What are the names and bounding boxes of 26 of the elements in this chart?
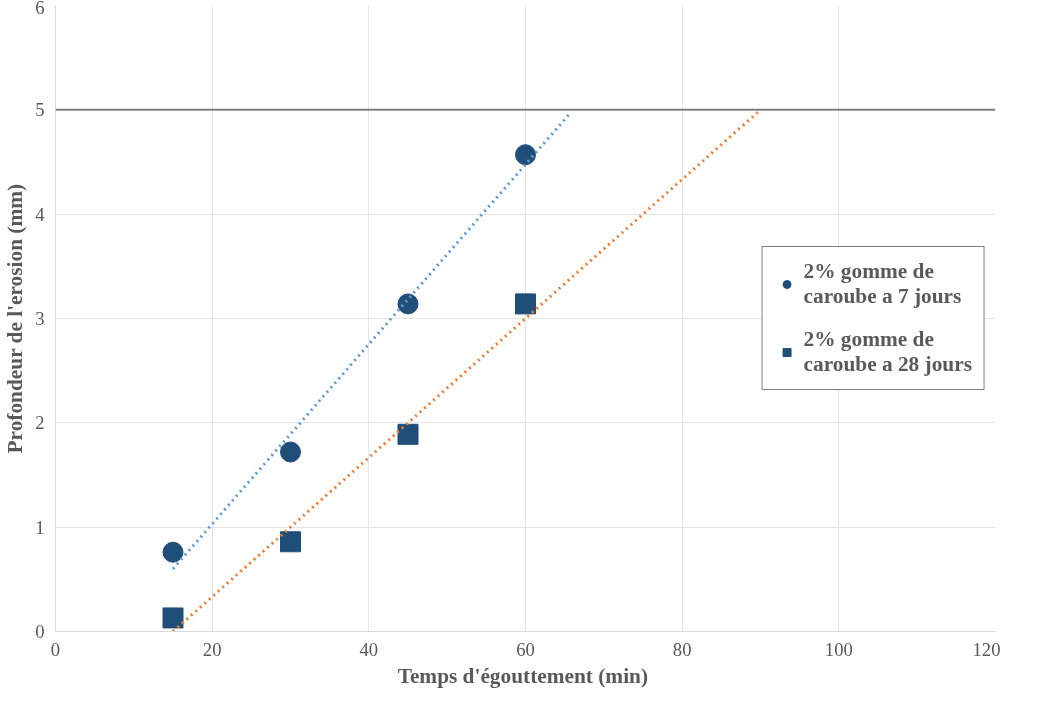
point <box>397 423 419 445</box>
y-tick-label: 6 <box>35 0 45 18</box>
y-tick-label: 4 <box>35 203 46 225</box>
y-tick-label: 3 <box>35 308 45 329</box>
y-tick-label: 1 <box>35 516 45 538</box>
x-tick-label: 80 <box>672 638 692 660</box>
y-axis-title: Profondeur de l'erosion (mm) <box>3 183 28 454</box>
x-tick-label: 40 <box>359 638 379 660</box>
point <box>280 441 301 463</box>
x-tick-label: 20 <box>202 638 222 660</box>
y-tick-label: 5 <box>35 99 45 121</box>
y-tick-label: 2 <box>35 412 45 434</box>
y-tick-label: 0 <box>35 621 45 642</box>
point <box>515 293 536 315</box>
point <box>280 531 301 553</box>
point <box>162 607 184 629</box>
x-tick-label: 60 <box>516 638 535 660</box>
x-tick-label: 100 <box>824 638 853 660</box>
x-tick-label: 120 <box>972 638 1001 660</box>
point <box>515 144 536 166</box>
x-axis-title: Temps d'égouttement (min) <box>397 663 649 688</box>
point <box>162 541 184 563</box>
legend-label: 2% gomme de caroube a 28 jours <box>803 327 972 377</box>
legend-label: 2% gomme de caroube a 7 jours <box>803 259 962 309</box>
point <box>397 293 419 315</box>
x-tick-label: 0 <box>50 638 61 660</box>
